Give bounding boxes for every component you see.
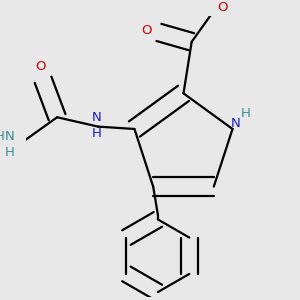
Text: H: H bbox=[241, 107, 250, 120]
Text: O: O bbox=[218, 1, 228, 14]
Text: O: O bbox=[141, 24, 152, 37]
Text: H: H bbox=[5, 146, 15, 159]
Text: N: N bbox=[231, 117, 241, 130]
Text: H: H bbox=[92, 127, 102, 140]
Text: N: N bbox=[5, 130, 15, 142]
Text: H: H bbox=[0, 130, 4, 142]
Text: O: O bbox=[35, 60, 46, 73]
Text: N: N bbox=[92, 111, 102, 124]
